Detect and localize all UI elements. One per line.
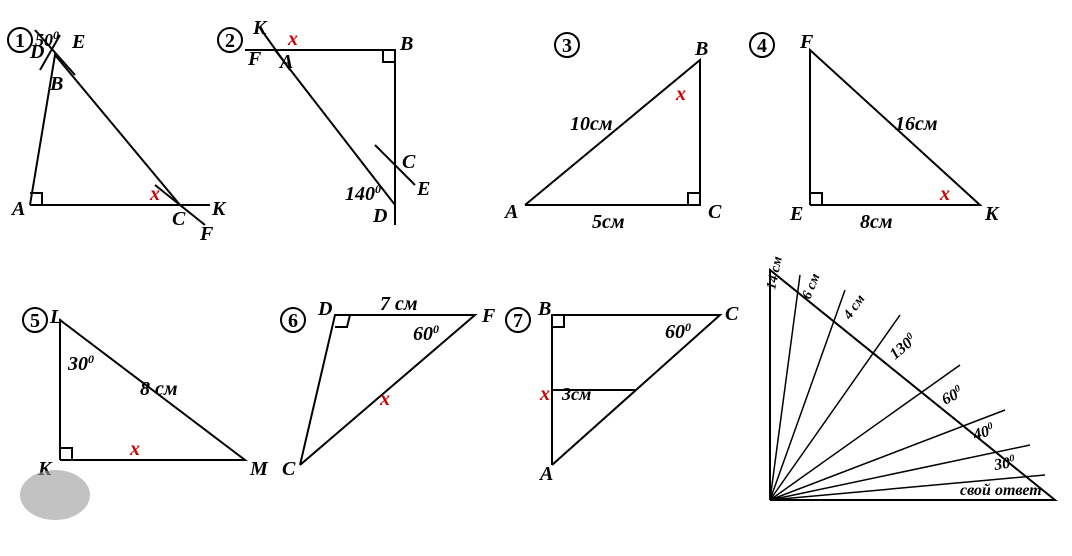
answer-opt-7: свой ответ	[960, 482, 1042, 499]
label-B: B	[399, 33, 413, 55]
side-8: 8 см	[140, 378, 178, 400]
problem-1: 1 A B C D E K F 500 x	[8, 28, 227, 245]
label-A: A	[10, 198, 25, 220]
unknown-x: x	[287, 28, 298, 50]
label-F: F	[481, 305, 496, 327]
label-C: C	[725, 303, 739, 325]
label-E: E	[416, 178, 430, 200]
smudge	[20, 470, 90, 520]
side-7: 7 см	[380, 293, 418, 315]
problem-2: 2 A B C D E K F x 1400	[218, 17, 430, 227]
side-16: 16см	[895, 113, 938, 135]
problem-number: 7	[513, 310, 523, 332]
label-B: B	[49, 73, 63, 95]
label-L: L	[49, 306, 62, 328]
angle-60: 600	[665, 320, 691, 343]
unknown-x: x	[149, 183, 160, 205]
answer-opt-5: 400	[970, 420, 996, 444]
unknown-x: x	[675, 83, 686, 105]
answer-fan: 14 см 6 см 4 см 1300 600 400 300 свой от…	[764, 255, 1055, 500]
label-C: C	[708, 201, 722, 223]
label-D: D	[317, 298, 332, 320]
answer-opt-4: 600	[939, 383, 966, 409]
answer-opt-3: 1300	[886, 331, 920, 363]
label-C: C	[282, 458, 296, 480]
answer-opt-6: 300	[992, 453, 1017, 474]
problem-number: 1	[15, 30, 25, 52]
problem-number: 4	[757, 35, 767, 57]
unknown-x: x	[939, 183, 950, 205]
label-A: A	[503, 201, 518, 223]
side-8: 8см	[860, 211, 893, 233]
answer-opt-1: 6 см	[800, 271, 824, 301]
angle-30: 300	[67, 352, 94, 375]
problem-3: 3 A B C 10см 5см x	[503, 33, 722, 233]
unknown-x: x	[539, 383, 550, 405]
label-K: K	[984, 203, 1000, 225]
worksheet-canvas: 1 A B C D E K F 500 x 2 A B C D E	[0, 0, 1072, 551]
label-E: E	[71, 31, 85, 53]
label-F: F	[247, 48, 262, 70]
answer-opt-2: 4 см	[840, 292, 868, 323]
problem-number: 6	[288, 310, 298, 332]
label-K: K	[211, 198, 227, 220]
label-D: D	[372, 205, 387, 227]
label-A: A	[278, 51, 293, 73]
label-M: M	[249, 458, 269, 480]
label-C: C	[402, 151, 416, 173]
side-5: 5см	[592, 211, 625, 233]
problem-number: 3	[562, 35, 572, 57]
answer-opt-0: 14 см	[764, 255, 786, 291]
angle-140: 1400	[345, 182, 381, 205]
angle-60: 600	[413, 322, 439, 345]
problem-number: 2	[225, 30, 235, 52]
problem-6: 6 C D F 7 см 600 x	[281, 293, 496, 480]
label-F: F	[799, 31, 814, 53]
angle-50: 500	[35, 28, 59, 50]
label-B: B	[537, 298, 551, 320]
problem-number: 5	[30, 310, 40, 332]
problem-5: 5 L K M 300 8 см x	[23, 306, 269, 480]
problem-7: 7 A B C 600 3см x	[506, 298, 739, 485]
label-B: B	[694, 38, 708, 60]
side-3: 3см	[561, 384, 591, 404]
label-C: C	[172, 208, 186, 230]
label-F: F	[199, 223, 214, 245]
side-10: 10см	[570, 113, 613, 135]
unknown-x: x	[379, 388, 390, 410]
problem-4: 4 E F K 16см 8см x	[750, 31, 1000, 233]
label-E: E	[789, 203, 803, 225]
label-K: K	[252, 17, 268, 39]
label-A: A	[538, 463, 553, 485]
unknown-x: x	[129, 438, 140, 460]
